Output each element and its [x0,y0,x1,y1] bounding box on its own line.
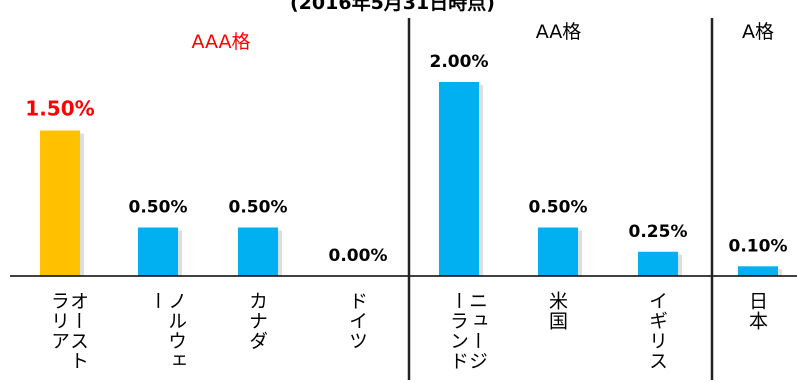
value-label-7: 0.25% [629,222,688,242]
bar-8 [738,266,778,276]
value-label-4: 0.00% [329,246,388,266]
category-label-3: カナダ [246,291,268,351]
group-label-1: AAA格 [191,31,250,53]
chart-title: (2016年5月31日時点) [290,0,495,14]
group-label-3: A格 [742,21,774,43]
category-label-4: ドイツ [346,291,368,351]
bar-2 [138,227,178,276]
category-label-6: 米国 [546,291,568,331]
value-label-8: 0.10% [729,236,788,256]
category-label-2: ノルウェー [146,291,187,371]
value-label-6: 0.50% [529,198,588,218]
bar-6 [538,227,578,276]
value-label-2: 0.50% [129,198,188,218]
value-labels-layer: 1.50% 0.50% 0.50% 0.00% 2.00% 0.50% 0.25% 0.10% [25,52,787,266]
value-label-5: 2.00% [430,52,489,72]
value-label-1: 1.50% [25,97,94,121]
category-label-1: オーストラリア [48,291,89,371]
category-label-8: 日本 [746,291,768,331]
category-label-7: イギリス [646,291,668,371]
bar-5 [439,82,479,276]
group-label-2: AA格 [536,21,582,43]
group-labels-layer: AAA格 AA格 A格 [191,21,774,53]
bars-layer [40,82,782,276]
bar-1 [40,130,80,276]
bar-7 [638,251,678,276]
bar-3 [238,227,278,276]
value-label-3: 0.50% [229,198,288,218]
category-label-5: ニュージーランド [447,291,488,371]
